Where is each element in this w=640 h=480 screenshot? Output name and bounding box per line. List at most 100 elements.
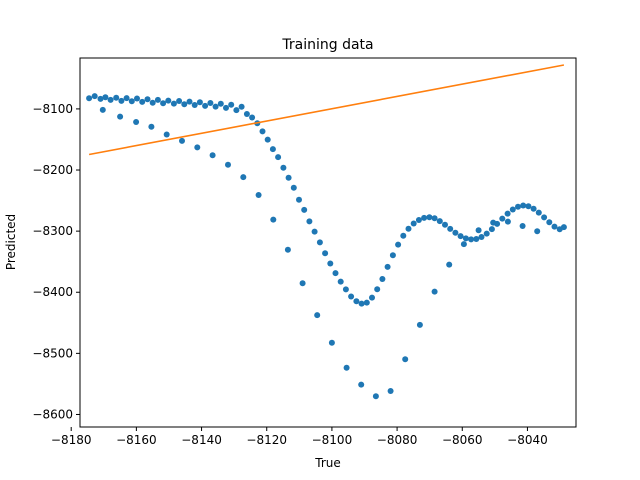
data-point <box>314 312 321 319</box>
data-point <box>415 217 422 223</box>
data-point <box>358 381 365 388</box>
data-point <box>233 107 240 114</box>
data-point <box>379 276 386 282</box>
data-point <box>149 99 156 106</box>
y-axis-label: Predicted <box>4 214 18 270</box>
x-tick-label: −8180 <box>51 433 92 447</box>
x-tick-label: −8060 <box>442 433 483 447</box>
data-point <box>269 146 276 153</box>
data-point <box>170 100 177 107</box>
data-point <box>337 278 344 285</box>
data-point <box>327 260 334 267</box>
plot-frame <box>79 57 577 428</box>
data-point <box>475 227 482 234</box>
data-point <box>369 294 375 301</box>
data-point <box>163 131 170 138</box>
data-point <box>284 246 291 253</box>
data-point <box>384 263 391 270</box>
data-point <box>416 321 423 328</box>
data-point <box>179 137 185 144</box>
data-point <box>395 241 402 248</box>
data-point <box>332 270 339 277</box>
x-tick-label: −8160 <box>116 433 157 447</box>
data-point <box>194 144 201 151</box>
data-point <box>431 215 438 222</box>
fit-line-layer <box>88 64 565 156</box>
y-tick-label: −8400 <box>32 285 73 299</box>
data-point <box>560 224 567 231</box>
data-point <box>353 298 360 305</box>
data-point <box>490 219 497 226</box>
data-point <box>504 218 511 225</box>
data-point <box>389 252 396 259</box>
data-point <box>223 104 229 111</box>
data-point <box>290 184 297 191</box>
x-tick-label: −8080 <box>377 433 418 447</box>
data-point <box>296 196 302 203</box>
data-point <box>442 221 448 228</box>
data-point <box>118 97 125 104</box>
data-point <box>275 154 282 161</box>
x-tick-label: −8100 <box>312 433 353 447</box>
data-point <box>322 250 329 257</box>
data-point <box>457 233 464 240</box>
data-point <box>311 228 318 235</box>
data-point <box>525 203 532 210</box>
data-point <box>186 98 193 105</box>
y-tick-label: −8300 <box>32 224 73 238</box>
data-point <box>301 206 308 213</box>
fit-line <box>88 64 565 156</box>
data-point <box>299 280 306 287</box>
data-point <box>534 228 541 235</box>
data-point <box>520 202 527 209</box>
data-point <box>509 206 516 213</box>
data-point <box>348 293 355 300</box>
data-point <box>387 388 394 394</box>
data-point <box>410 220 417 227</box>
data-point <box>202 102 209 109</box>
data-point <box>343 364 350 371</box>
data-point <box>446 261 453 268</box>
data-point <box>212 103 219 110</box>
data-point <box>421 214 428 221</box>
data-point <box>255 192 262 198</box>
x-axis-label: True <box>314 456 341 470</box>
data-point <box>504 210 511 217</box>
data-point <box>280 164 287 171</box>
data-point <box>530 205 537 212</box>
data-point <box>372 393 379 400</box>
data-point <box>191 102 198 108</box>
data-point <box>91 93 98 100</box>
data-point <box>541 214 548 221</box>
x-axis-ticks: −8180 −8160 −8140 −8120 −8100 −8080 −8060 −8040 <box>51 427 548 447</box>
chart-title: Training data <box>281 37 373 53</box>
data-point <box>123 95 130 102</box>
y-tick-label: −8500 <box>32 346 73 360</box>
data-point <box>160 100 167 107</box>
data-point <box>447 225 454 232</box>
data-point <box>483 230 490 237</box>
data-point <box>460 241 467 248</box>
data-point <box>488 226 495 233</box>
data-point <box>133 119 140 125</box>
data-point <box>225 161 231 168</box>
data-point <box>228 101 235 108</box>
data-point <box>478 234 485 240</box>
data-point <box>328 339 335 346</box>
data-point <box>400 232 407 239</box>
data-point <box>363 299 370 306</box>
data-point <box>436 218 443 225</box>
data-point <box>217 100 224 107</box>
data-point <box>342 286 349 293</box>
data-point <box>264 136 271 143</box>
data-point <box>238 103 245 110</box>
data-point <box>139 98 146 105</box>
data-point <box>519 223 526 229</box>
data-point <box>243 111 250 117</box>
data-point <box>358 300 365 307</box>
data-point <box>117 113 124 120</box>
data-point <box>209 152 216 159</box>
y-tick-label: −8200 <box>32 163 73 177</box>
x-tick-label: −8140 <box>181 433 222 447</box>
